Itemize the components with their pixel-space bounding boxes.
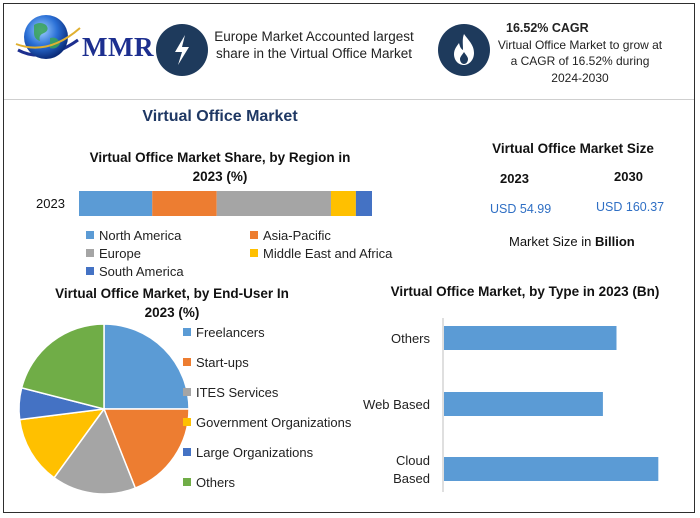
legend-label: Freelancers [196, 325, 265, 340]
lightning-badge [156, 24, 208, 76]
legend-swatch [86, 231, 94, 239]
pie-slice-start-ups [102, 408, 190, 490]
region-segment-middle-east-and-africa [330, 191, 356, 216]
pie-slice-others [20, 323, 105, 410]
region-chart-category-label: 2023 [36, 196, 65, 211]
market-size-value-2030: USD 160.37 [596, 200, 665, 214]
legend-swatch [183, 358, 191, 366]
logo-text: MMR [82, 32, 154, 62]
legend-swatch [86, 249, 94, 257]
region-segment-north-america [79, 191, 153, 216]
type-category-label-line: Others [391, 331, 431, 346]
legend-item-north-america: North America [86, 227, 181, 245]
legend-label: Government Organizations [196, 415, 352, 430]
type-category-label: Others [391, 331, 431, 346]
legend-item-asia-pacific: Asia-Pacific [250, 227, 331, 245]
pie-slice-government-organizations [18, 408, 106, 479]
end-user-chart-title: Virtual Office Market, by End-User In 20… [55, 286, 289, 320]
cagr-highlight: 16.52% CAGR Virtual Office Market to gro… [494, 20, 666, 86]
market-size-year-2030: 2030 [614, 169, 643, 184]
type-category-label: Web Based [363, 397, 430, 412]
market-size-year-2023: 2023 [500, 171, 529, 186]
legend-item-middle-east-africa: Middle East and Africa [250, 245, 392, 263]
type-bar-cloud-based [444, 457, 659, 481]
legend-item-government-organizations: Government Organizations [183, 414, 351, 432]
cagr-title: 16.52% CAGR [506, 21, 589, 35]
mmr-logo: MMR [14, 10, 153, 68]
legend-swatch [250, 249, 258, 257]
type-chart-title: Virtual Office Market, by Type in 2023 (… [390, 284, 660, 299]
cagr-text: Virtual Office Market to grow at a CAGR … [497, 37, 663, 85]
legend-label: North America [99, 228, 182, 243]
legend-swatch [183, 328, 191, 336]
legend-swatch [183, 418, 191, 426]
legend-swatch [183, 388, 191, 396]
page-title: Virtual Office Market [142, 108, 298, 125]
market-size-unit: Billion [594, 234, 635, 249]
lightning-icon [175, 35, 189, 65]
header-separator [4, 99, 694, 100]
legend-label: ITES Services [196, 385, 279, 400]
pie-slice-ites-services [52, 407, 137, 495]
flame-badge [438, 24, 490, 76]
legend-item-south-america: South America [86, 263, 184, 281]
type-category-label-line: Based [393, 471, 430, 486]
legend-label: Europe [99, 246, 141, 261]
market-size-unit-prefix: Market Size in [509, 234, 595, 249]
legend-swatch [183, 448, 191, 456]
type-bar-web-based [444, 392, 603, 416]
type-category-label-line: Web Based [363, 397, 430, 412]
legend-label: Middle East and Africa [263, 246, 393, 261]
region-segment-asia-pacific [152, 191, 217, 216]
type-category-label: Cloud Based [393, 453, 430, 486]
market-size-value-2023: USD 54.99 [490, 202, 552, 216]
europe-highlight-text: Europe Market Accounted largest share in… [214, 29, 414, 61]
region-chart-title: Virtual Office Market Share, by Region i… [89, 150, 351, 184]
legend-item-start-ups: Start-ups [183, 354, 249, 372]
region-segment-south-america [355, 191, 372, 216]
pie-slice-freelancers [103, 323, 190, 410]
legend-label: Others [196, 475, 236, 490]
region-segment-europe [216, 191, 331, 216]
globe-icon [15, 15, 81, 59]
legend-swatch [250, 231, 258, 239]
infographic-frame [3, 3, 695, 513]
legend-swatch [86, 267, 94, 275]
legend-item-europe: Europe [86, 245, 141, 263]
legend-item-ites-services: ITES Services [183, 384, 278, 402]
legend-swatch [183, 478, 191, 486]
legend-item-large-organizations: Large Organizations [183, 444, 313, 462]
legend-label: South America [99, 264, 184, 279]
legend-label: Large Organizations [196, 445, 314, 460]
legend-label: Start-ups [196, 355, 249, 370]
market-size-title: Virtual Office Market Size [492, 141, 654, 156]
type-category-label-line: Cloud [396, 453, 430, 468]
legend-label: Asia-Pacific [263, 228, 331, 243]
type-bar-others [444, 326, 617, 350]
flame-icon [454, 34, 474, 65]
market-size-unit-note: Market Size in Billion [509, 234, 635, 249]
legend-item-others: Others [183, 474, 235, 492]
legend-item-freelancers: Freelancers [183, 324, 265, 342]
